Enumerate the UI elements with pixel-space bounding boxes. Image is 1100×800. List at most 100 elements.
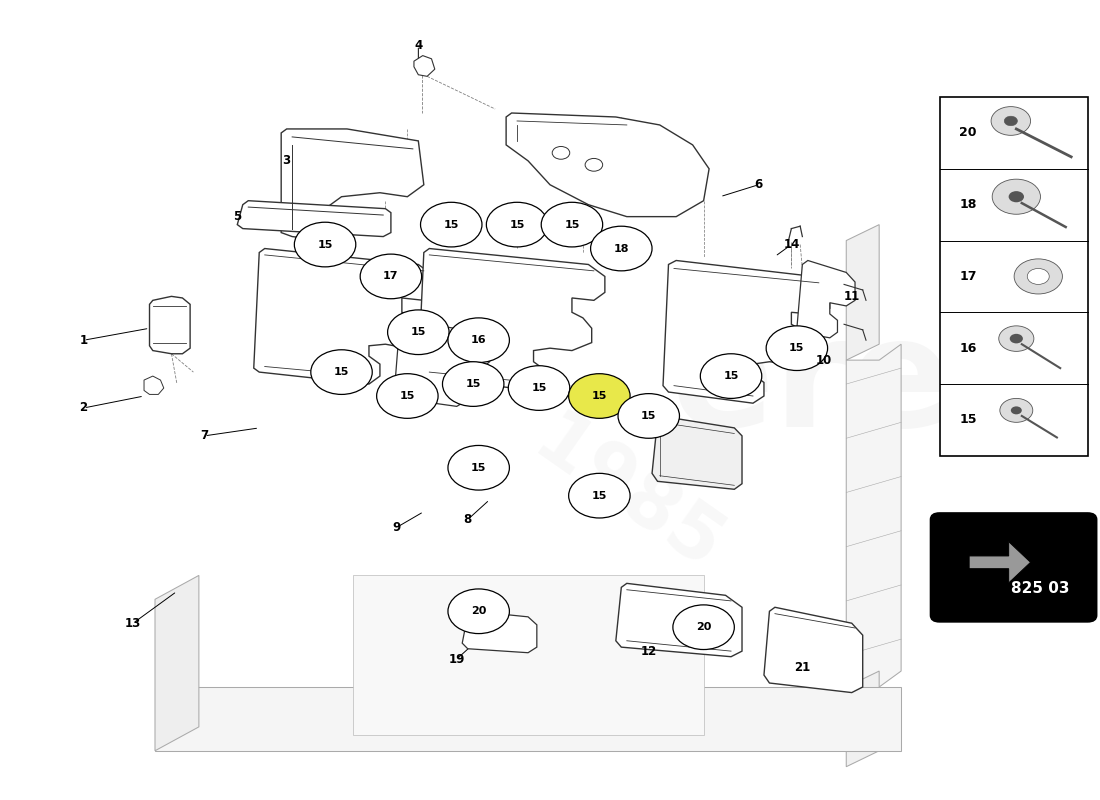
Circle shape bbox=[508, 366, 570, 410]
Polygon shape bbox=[414, 56, 435, 76]
Text: 15: 15 bbox=[318, 239, 333, 250]
Circle shape bbox=[767, 326, 827, 370]
Text: 12: 12 bbox=[640, 645, 657, 658]
Text: 15: 15 bbox=[724, 371, 739, 381]
Text: 17: 17 bbox=[959, 270, 977, 283]
Circle shape bbox=[1004, 116, 1018, 126]
Circle shape bbox=[999, 326, 1034, 351]
Circle shape bbox=[673, 605, 735, 650]
Text: 15: 15 bbox=[789, 343, 804, 353]
Polygon shape bbox=[150, 296, 190, 354]
Text: 825 03: 825 03 bbox=[1011, 581, 1069, 596]
FancyBboxPatch shape bbox=[931, 514, 1097, 622]
Circle shape bbox=[1000, 398, 1033, 422]
Text: 15: 15 bbox=[641, 411, 657, 421]
Polygon shape bbox=[155, 575, 199, 750]
Text: 4: 4 bbox=[415, 38, 422, 52]
Text: 15: 15 bbox=[465, 379, 481, 389]
Polygon shape bbox=[652, 416, 742, 490]
Circle shape bbox=[569, 374, 630, 418]
Polygon shape bbox=[282, 129, 424, 241]
Text: 15: 15 bbox=[399, 391, 415, 401]
Text: 20: 20 bbox=[471, 606, 486, 616]
Circle shape bbox=[1027, 269, 1049, 285]
Text: 15: 15 bbox=[471, 462, 486, 473]
Text: 11: 11 bbox=[844, 290, 860, 303]
Circle shape bbox=[1010, 334, 1023, 343]
Text: 15: 15 bbox=[333, 367, 349, 377]
Polygon shape bbox=[238, 201, 390, 237]
Text: 18: 18 bbox=[959, 198, 977, 211]
Circle shape bbox=[420, 202, 482, 247]
Polygon shape bbox=[254, 249, 434, 384]
Text: 21: 21 bbox=[794, 661, 811, 674]
Text: 15: 15 bbox=[509, 220, 525, 230]
Text: 5: 5 bbox=[233, 210, 241, 223]
Polygon shape bbox=[764, 607, 862, 693]
FancyBboxPatch shape bbox=[939, 97, 1088, 456]
Circle shape bbox=[1011, 406, 1022, 414]
Circle shape bbox=[991, 106, 1031, 135]
Circle shape bbox=[448, 446, 509, 490]
Circle shape bbox=[311, 350, 372, 394]
Text: 15: 15 bbox=[564, 220, 580, 230]
Text: 6: 6 bbox=[755, 178, 762, 191]
Text: 17: 17 bbox=[383, 271, 398, 282]
Text: 15: 15 bbox=[410, 327, 426, 338]
Polygon shape bbox=[616, 583, 743, 657]
Text: 20: 20 bbox=[959, 126, 977, 139]
Circle shape bbox=[442, 362, 504, 406]
Polygon shape bbox=[846, 671, 879, 766]
Circle shape bbox=[541, 202, 603, 247]
Polygon shape bbox=[352, 575, 704, 735]
Text: 1: 1 bbox=[79, 334, 88, 346]
Circle shape bbox=[569, 474, 630, 518]
Text: 3: 3 bbox=[283, 154, 290, 167]
Circle shape bbox=[591, 226, 652, 271]
Polygon shape bbox=[846, 344, 901, 687]
Polygon shape bbox=[846, 225, 879, 360]
Circle shape bbox=[1009, 191, 1024, 202]
Circle shape bbox=[618, 394, 680, 438]
Text: 15: 15 bbox=[959, 414, 977, 426]
Text: 8: 8 bbox=[463, 513, 472, 526]
Text: 16: 16 bbox=[959, 342, 977, 354]
Polygon shape bbox=[418, 249, 605, 390]
Circle shape bbox=[360, 254, 421, 298]
Text: 9: 9 bbox=[393, 521, 400, 534]
Polygon shape bbox=[796, 261, 855, 338]
Text: 15: 15 bbox=[531, 383, 547, 393]
Polygon shape bbox=[506, 113, 710, 217]
Circle shape bbox=[387, 310, 449, 354]
Text: 15: 15 bbox=[592, 490, 607, 501]
Text: 10: 10 bbox=[816, 354, 833, 366]
Polygon shape bbox=[462, 611, 537, 653]
Text: 13: 13 bbox=[125, 617, 141, 630]
Circle shape bbox=[701, 354, 762, 398]
Circle shape bbox=[376, 374, 438, 418]
Text: 14: 14 bbox=[783, 238, 800, 251]
Circle shape bbox=[992, 179, 1041, 214]
Polygon shape bbox=[144, 376, 164, 394]
Polygon shape bbox=[663, 261, 829, 403]
Text: 19: 19 bbox=[449, 653, 465, 666]
Circle shape bbox=[1014, 259, 1063, 294]
Text: eres: eres bbox=[671, 310, 1044, 458]
Text: 20: 20 bbox=[696, 622, 712, 632]
Text: 7: 7 bbox=[200, 430, 208, 442]
Circle shape bbox=[486, 202, 548, 247]
Text: 18: 18 bbox=[614, 243, 629, 254]
Circle shape bbox=[585, 158, 603, 171]
Circle shape bbox=[552, 146, 570, 159]
Circle shape bbox=[295, 222, 355, 267]
Polygon shape bbox=[969, 542, 1031, 583]
Polygon shape bbox=[394, 320, 490, 406]
Text: 2: 2 bbox=[79, 402, 88, 414]
Polygon shape bbox=[155, 687, 901, 750]
Text: 15: 15 bbox=[443, 220, 459, 230]
Circle shape bbox=[448, 318, 509, 362]
Text: 1985: 1985 bbox=[518, 404, 735, 587]
Text: 16: 16 bbox=[471, 335, 486, 346]
Text: 15: 15 bbox=[592, 391, 607, 401]
Circle shape bbox=[448, 589, 509, 634]
